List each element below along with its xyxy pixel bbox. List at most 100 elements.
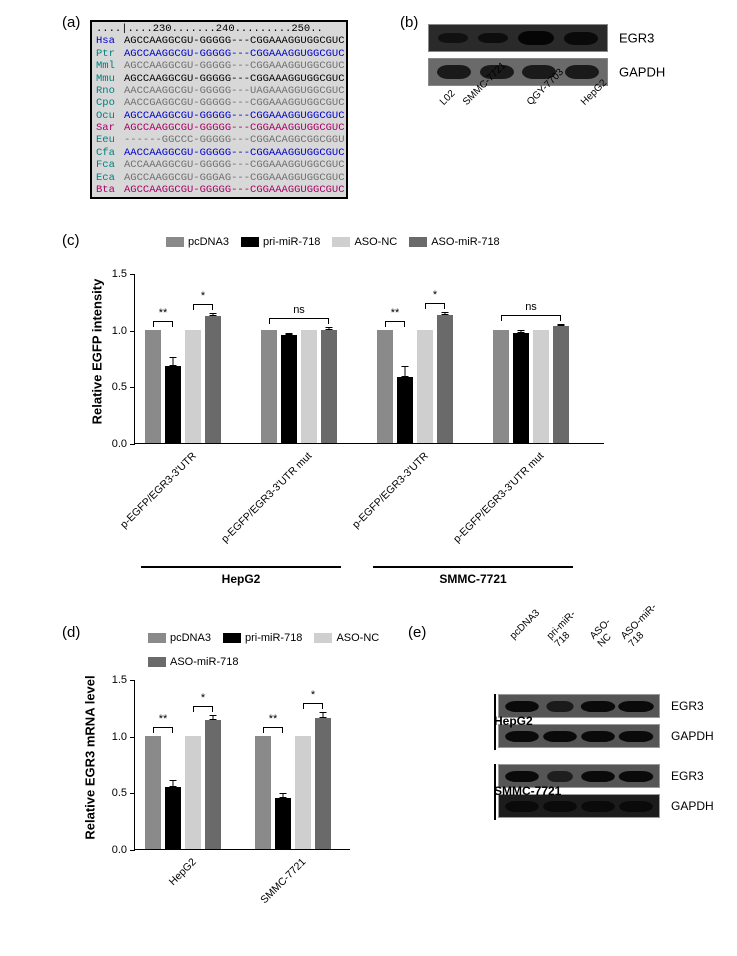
significance-label: ** <box>159 307 168 319</box>
legend-item: pri-miR-718 <box>241 236 320 248</box>
legend-item: pcDNA3 <box>166 236 229 248</box>
sequence-row: BtaAGCCAAGGCGU-GGGGG---CGGAAAGGUGGCGUC <box>96 184 342 196</box>
band <box>478 33 508 43</box>
sequence-row: PtrAGCCAAGGCGU-GGGGG---CGGAAAGGUGGCGUC <box>96 48 342 60</box>
significance-label: * <box>311 689 315 701</box>
bar <box>533 330 549 443</box>
significance-label: ** <box>391 307 400 319</box>
bar <box>185 736 201 849</box>
ytick-label: 1.0 <box>112 731 127 743</box>
blot-row-label: EGR3 <box>671 769 704 783</box>
chart-legend: pcDNA3 pri-miR-718 ASO-NC ASO-miR-718 <box>148 632 388 668</box>
sequence-row: CfaAACCAAGGCGU-GGGGG---CGGAAAGGUGGCGUC <box>96 147 342 159</box>
significance-label: * <box>201 692 205 704</box>
ytick-label: 1.5 <box>112 674 127 686</box>
panel-e-label: (e) <box>408 624 426 641</box>
x-axis-label: p-EGFP/EGR3-3'UTR mut <box>219 450 314 545</box>
cell-line-label: SMMC-7721 <box>439 572 506 586</box>
band <box>581 701 615 712</box>
significance-bracket <box>269 318 329 322</box>
lane-labels: L02SMMC-7721QGY-7703HepG2 <box>428 90 608 101</box>
seq-ruler: ....|....230.......240.........250.. <box>96 23 342 35</box>
legend-item: ASO-miR-718 <box>148 656 238 668</box>
band <box>619 801 653 812</box>
group-underline <box>141 566 341 568</box>
bar <box>205 316 221 443</box>
blot-egr3: EGR3 <box>428 24 608 52</box>
blot-gapdh: GAPDH <box>428 58 608 86</box>
ytick-label: 1.5 <box>112 268 127 280</box>
significance-bracket <box>193 706 213 710</box>
bar <box>321 330 337 443</box>
x-axis-label: p-EGFP/EGR3-3'UTR <box>118 450 199 531</box>
ytick-label: 1.0 <box>112 325 127 337</box>
significance-bracket <box>501 315 561 319</box>
legend-item: pri-miR-718 <box>223 632 302 644</box>
sequence-row: Eeu------GGCCC-GGGGG---CGGACAGGCGGCGGU <box>96 134 342 146</box>
bar <box>377 330 393 443</box>
bar <box>513 333 529 443</box>
significance-label: ** <box>269 713 278 725</box>
bar <box>553 326 569 443</box>
band <box>518 31 554 45</box>
significance-label: ** <box>159 713 168 725</box>
significance-label: ns <box>525 301 537 313</box>
significance-bracket <box>425 303 445 307</box>
bar <box>397 377 413 443</box>
significance-bracket <box>193 304 213 308</box>
legend-item: ASO-NC <box>332 236 397 248</box>
legend-item: pcDNA3 <box>148 632 211 644</box>
bar <box>437 315 453 443</box>
lane-label: L02 <box>438 88 458 108</box>
ytick-label: 0.5 <box>112 381 127 393</box>
bar <box>281 335 297 443</box>
bar <box>255 736 271 849</box>
panel-d: pcDNA3 pri-miR-718 ASO-NC ASO-miR-718 Relat… <box>86 632 396 942</box>
band <box>437 65 471 79</box>
sequence-row: MmuAGCCAAGGCGU-GGGGG---CGGAAAGGUGGCGUC <box>96 73 342 85</box>
band <box>505 801 539 812</box>
sequence-row: EcaAGCCAAGGCGU-GGGAG---CGGAAAGGUGGCGUC <box>96 172 342 184</box>
x-axis-label: p-EGFP/EGR3-3'UTR <box>350 450 431 531</box>
bar <box>417 330 433 443</box>
band <box>505 731 539 742</box>
ytick-label: 0.0 <box>112 438 127 450</box>
lane-label: ASO-NC <box>588 612 626 650</box>
y-axis-label: Relative EGR3 mRNA level <box>83 675 98 839</box>
significance-bracket <box>153 321 173 325</box>
band <box>505 701 539 712</box>
band <box>565 65 599 79</box>
ytick-label: 0.5 <box>112 787 127 799</box>
sequence-alignment: ....|....230.......240.........250.. Hsa… <box>90 20 348 199</box>
band <box>543 731 577 742</box>
panel-a: ....|....230.......240.........250.. Hsa… <box>90 20 348 199</box>
panel-b-label: (b) <box>400 14 418 31</box>
significance-bracket <box>153 727 173 731</box>
bar <box>301 330 317 443</box>
y-axis-label: Relative EGFP intensity <box>89 279 104 425</box>
significance-label: * <box>433 289 437 301</box>
panel-d-label: (d) <box>62 624 80 641</box>
band <box>618 701 654 712</box>
legend-item: ASO-NC <box>314 632 379 644</box>
panel-c: pcDNA3pri-miR-718ASO-NCASO-miR-718 Relat… <box>86 236 666 596</box>
blot-row-label: EGR3 <box>671 699 704 713</box>
chart-legend: pcDNA3pri-miR-718ASO-NCASO-miR-718 <box>166 236 500 248</box>
cell-line-label: HepG2 <box>222 572 261 586</box>
band <box>564 32 598 45</box>
significance-label: ns <box>293 304 305 316</box>
band <box>547 771 573 782</box>
sequence-row: CpoAACCGAGGCGU-GGGGG---CGGAAAGGUGGCGUC <box>96 97 342 109</box>
sequence-row: OcuAGCCAAGGCGU-GGGGG---CGGAAAGGUGGCGUC <box>96 110 342 122</box>
lane-label: ASO-miR-718 <box>619 598 670 649</box>
chart-plot-area: 0.00.51.01.5******HepG2SMMC-7721 <box>134 680 350 850</box>
x-axis-label: HepG2 <box>166 856 198 888</box>
blot-row-label: EGR3 <box>619 31 654 46</box>
significance-bracket <box>303 703 323 707</box>
significance-label: * <box>201 290 205 302</box>
x-axis-label: SMMC-7721 <box>258 856 308 906</box>
sequence-row: MmlAGCCAAGGCGU-GGGGG---CGGAAAGGUGGCGUC <box>96 60 342 72</box>
band <box>505 771 539 782</box>
lane-labels: pcDNA3pri-miR-718ASO-NCASO-miR-718 <box>498 634 660 656</box>
band <box>619 771 653 782</box>
